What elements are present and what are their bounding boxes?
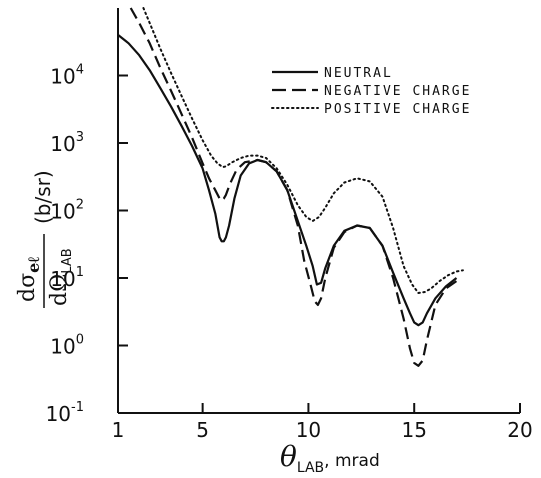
x-axis-label: θLAB, mrad xyxy=(280,440,380,476)
y-label-den-main: dΩ xyxy=(47,274,72,306)
y-tick-label: 103 xyxy=(50,130,84,156)
y-tick-exponent: -1 xyxy=(71,400,84,415)
x-tick-label: 20 xyxy=(507,418,532,442)
series-line-dotted xyxy=(142,7,464,294)
y-tick-exponent: 3 xyxy=(76,130,84,145)
y-label-unit: (b/sr) xyxy=(31,170,55,224)
y-tick-base: 10 xyxy=(50,267,75,291)
series-layer xyxy=(117,7,464,367)
legend: NEUTRAL NEGATIVE CHARGE POSITIVE CHARGE xyxy=(271,66,471,117)
legend-label: NEUTRAL xyxy=(324,66,393,81)
series-line-dashed xyxy=(129,7,458,367)
y-label-denominator: dΩLAB xyxy=(47,248,75,306)
y-tick-label: 100 xyxy=(50,333,84,359)
y-label-num-sub: eℓ xyxy=(24,256,43,273)
x-label-sub: LAB xyxy=(297,460,324,476)
y-label-den-sub: LAB xyxy=(60,248,75,273)
y-tick-base: 10 xyxy=(50,200,75,224)
y-tick-label: 10-1 xyxy=(46,400,84,426)
series-line-solid xyxy=(117,34,458,327)
y-label-numerator: dσeℓ xyxy=(15,256,43,302)
x-tick-label: 15 xyxy=(401,418,426,442)
y-label-num-main: dσ xyxy=(15,273,40,302)
y-tick-label: 104 xyxy=(50,63,84,89)
y-tick-base: 10 xyxy=(46,402,71,426)
y-axis-label: dσeℓ dΩLAB (b/sr) xyxy=(15,170,75,308)
x-label-main: θ xyxy=(280,440,297,473)
y-tick-exponent: 2 xyxy=(76,198,84,213)
y-tick-exponent: 0 xyxy=(76,333,84,348)
y-tick-exponent: 4 xyxy=(76,63,84,78)
x-ticks: 1 5 10 15 20 xyxy=(112,403,533,442)
legend-label: POSITIVE CHARGE xyxy=(324,102,471,117)
x-tick-label: 1 xyxy=(112,418,125,442)
x-tick-label: 5 xyxy=(196,418,209,442)
y-tick-label: 101 xyxy=(50,265,84,291)
y-tick-base: 10 xyxy=(50,335,75,359)
y-tick-label: 102 xyxy=(50,198,84,224)
y-tick-base: 10 xyxy=(50,132,75,156)
legend-label: NEGATIVE CHARGE xyxy=(324,84,471,99)
x-tick-label: 10 xyxy=(296,418,321,442)
y-tick-base: 10 xyxy=(50,65,75,89)
x-label-unit: , mrad xyxy=(324,451,380,471)
y-tick-exponent: 1 xyxy=(76,265,84,280)
